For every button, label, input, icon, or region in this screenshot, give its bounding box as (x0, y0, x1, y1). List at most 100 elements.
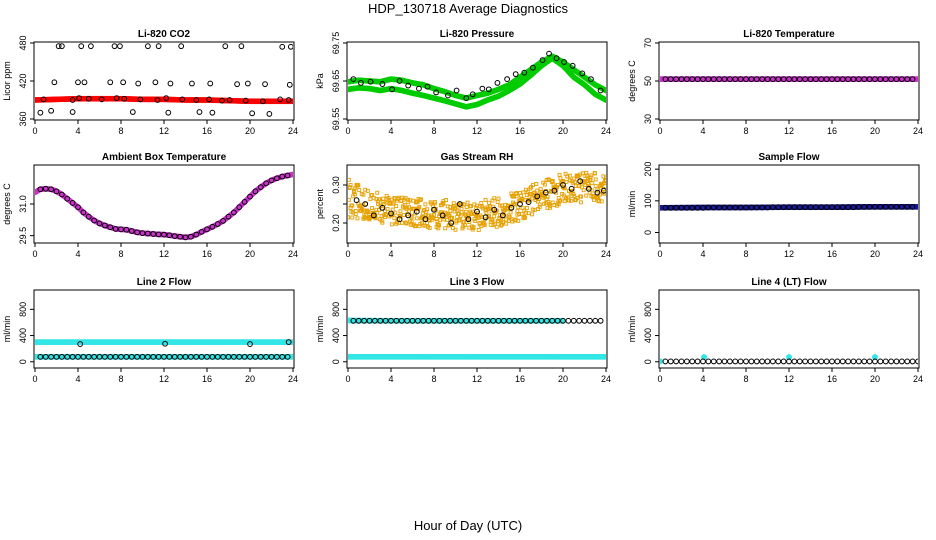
data-point (424, 83, 431, 90)
band-point (453, 227, 458, 232)
y-tick-label: 800 (643, 302, 653, 317)
data-point (367, 78, 374, 85)
data-point (268, 177, 275, 184)
band-point (557, 199, 562, 204)
data-point (465, 216, 472, 223)
band-point (567, 173, 572, 178)
x-tick-label: 20 (245, 126, 255, 136)
band-point (368, 197, 373, 202)
data-point (662, 76, 669, 82)
band-point (491, 204, 496, 209)
x-tick-label: 24 (288, 374, 298, 384)
data-point (845, 358, 852, 365)
data-point (416, 85, 422, 92)
x-tick-label: 16 (827, 374, 837, 384)
band-point (414, 216, 419, 221)
plot-area (660, 76, 918, 82)
data-point (565, 317, 572, 324)
data-point (597, 87, 604, 94)
data-point (37, 109, 44, 116)
data-point (839, 358, 846, 365)
data-point (791, 358, 798, 365)
band-point (557, 172, 562, 177)
data-point (85, 353, 92, 360)
data-point (98, 96, 105, 103)
data-point (667, 358, 674, 365)
data-point (161, 231, 167, 238)
panel-title: Li-820 CO2 (138, 29, 191, 40)
data-point (277, 96, 284, 103)
data-point (129, 109, 136, 115)
y-axis-label: ml/min (2, 316, 12, 343)
band-point (394, 204, 399, 209)
data-point (431, 317, 437, 324)
x-tick-label: 16 (202, 249, 212, 259)
band-point (568, 198, 573, 203)
data-point (786, 354, 792, 361)
data-point (807, 204, 814, 211)
y-axis-label: degrees C (2, 183, 12, 225)
y-tick-label: 70 (643, 38, 653, 48)
y-tick-label: 50 (643, 76, 653, 86)
data-point (247, 193, 253, 200)
data-point (284, 172, 291, 179)
data-point (91, 353, 98, 360)
data-point (694, 204, 701, 211)
series-0 (348, 53, 606, 101)
data-point (689, 76, 696, 82)
y-axis: 0 400 800 (331, 302, 347, 364)
data-point (538, 317, 545, 324)
band-point (443, 226, 448, 231)
data-point (81, 79, 88, 86)
data-point (818, 76, 825, 82)
data-point (495, 317, 502, 324)
band-point (403, 220, 408, 225)
data-point (69, 109, 76, 115)
plot-area (660, 203, 918, 211)
band-point (457, 217, 462, 222)
data-point (120, 79, 127, 86)
data-point (353, 197, 360, 204)
x-axis: 0 4 8 12 16 20 24 (657, 120, 923, 136)
data-point (48, 353, 55, 360)
x-tick-label: 8 (743, 249, 748, 259)
data-point (225, 353, 232, 360)
x-tick-label: 12 (472, 249, 482, 259)
band-point (366, 210, 371, 215)
y-tick-label: 480 (18, 35, 28, 50)
data-point (600, 187, 606, 194)
data-point (422, 216, 429, 223)
band-point (534, 181, 539, 186)
data-point (603, 87, 606, 94)
band-point (353, 212, 358, 217)
data-point (748, 76, 755, 82)
data-point (855, 358, 862, 365)
data-point (37, 353, 44, 360)
x-axis: 0 4 8 12 16 20 24 (32, 368, 298, 384)
data-point (694, 76, 701, 82)
data-point (673, 358, 680, 365)
data-point (737, 76, 744, 82)
data-point (662, 204, 669, 211)
data-point (396, 216, 403, 223)
data-point (204, 226, 210, 233)
data-point (500, 317, 507, 324)
panel-title: Li-820 Temperature (743, 29, 835, 40)
data-point (75, 204, 81, 211)
data-point (769, 76, 776, 82)
data-point (69, 353, 76, 360)
data-point (796, 358, 803, 365)
data-point (898, 203, 905, 210)
x-tick-label: 0 (345, 249, 350, 259)
band-point (593, 183, 598, 188)
data-point (721, 358, 728, 365)
x-tick-label: 12 (472, 374, 482, 384)
data-point (667, 204, 674, 211)
data-point (893, 358, 900, 365)
data-point (177, 233, 184, 240)
data-point (150, 231, 157, 237)
data-point (371, 317, 378, 324)
data-point (592, 317, 599, 324)
x-tick-label: 8 (118, 249, 123, 259)
